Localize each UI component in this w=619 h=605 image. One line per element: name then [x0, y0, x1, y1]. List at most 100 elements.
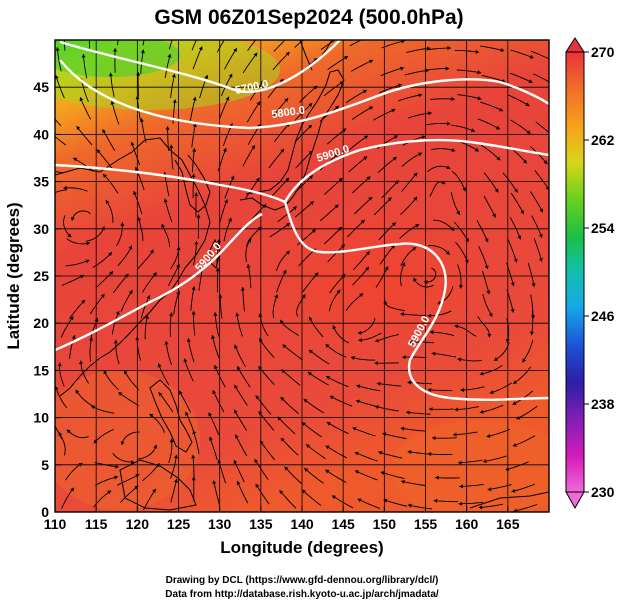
- streamline: [451, 124, 476, 132]
- streamline-arrow: [135, 95, 140, 100]
- streamline: [158, 391, 174, 413]
- streamline-arrow: [431, 351, 436, 356]
- streamline: [164, 53, 171, 79]
- streamline: [212, 390, 225, 413]
- streamline: [476, 220, 489, 243]
- streamline: [94, 462, 119, 468]
- streamline-arrow: [96, 149, 101, 154]
- streamline-arrow: [303, 399, 308, 403]
- coastline-newguinea: [469, 491, 549, 509]
- streamline: [66, 238, 91, 245]
- streamline-arrow: [257, 226, 262, 231]
- streamline: [325, 343, 347, 358]
- streamline-arrow: [427, 388, 432, 393]
- coastline-japan: [239, 69, 345, 211]
- streamline: [276, 269, 287, 293]
- streamline-arrow: [191, 286, 196, 291]
- streamline-arrow: [55, 75, 59, 79]
- streamline: [509, 72, 533, 84]
- streamline: [268, 148, 285, 169]
- streamline: [353, 251, 371, 270]
- streamline-arrow: [446, 165, 451, 170]
- streamline: [529, 191, 544, 213]
- streamline-arrow: [234, 409, 238, 414]
- streamline-arrow: [81, 299, 85, 304]
- streamline: [357, 318, 376, 334]
- streamline-arrow: [115, 464, 119, 469]
- streamline: [170, 73, 176, 99]
- streamline-arrow: [46, 106, 50, 110]
- streamline: [400, 427, 426, 432]
- streamline-arrow: [398, 83, 402, 88]
- streamline: [296, 294, 306, 317]
- streamline: [242, 286, 245, 312]
- streamline: [375, 334, 399, 342]
- streamline: [354, 196, 373, 215]
- streamline-arrow: [368, 35, 372, 39]
- streamline-arrow: [78, 463, 83, 467]
- streamline: [483, 195, 496, 218]
- streamline-arrow: [387, 197, 392, 202]
- streamline: [245, 177, 260, 199]
- streamline-arrow: [228, 217, 232, 222]
- streamline: [140, 118, 147, 143]
- streamline-arrow: [309, 349, 313, 354]
- streamline-arrow: [279, 490, 284, 495]
- streamline-arrow: [196, 214, 201, 218]
- streamline-arrow: [110, 101, 115, 105]
- streamline-arrow: [253, 52, 258, 57]
- streamline: [378, 222, 397, 241]
- streamline-arrow: [538, 257, 543, 262]
- streamline-arrow: [356, 384, 361, 389]
- streamline: [246, 101, 261, 123]
- streamline: [345, 89, 368, 104]
- colorbar: 270 262 254 246 238 230: [565, 37, 615, 510]
- streamline: [512, 435, 536, 447]
- streamline-arrow: [435, 475, 439, 480]
- streamline-arrow: [338, 227, 342, 231]
- streamline: [273, 122, 291, 143]
- streamline-arrow: [258, 313, 263, 317]
- streamline: [423, 267, 437, 283]
- streamline: [522, 340, 534, 363]
- streamline: [480, 45, 505, 52]
- streamline-arrow: [511, 488, 516, 493]
- streamline: [401, 172, 418, 192]
- streamline: [351, 176, 371, 194]
- streamline-arrow: [55, 47, 60, 51]
- streamline: [149, 413, 165, 433]
- streamline-arrow: [213, 312, 218, 316]
- streamline: [373, 108, 396, 121]
- streamline: [296, 228, 317, 246]
- streamline: [399, 223, 420, 240]
- streamline: [326, 421, 349, 435]
- streamline-arrow: [222, 148, 227, 152]
- streamline: [481, 270, 490, 295]
- streamline-arrow: [78, 360, 83, 365]
- streamline: [325, 445, 348, 459]
- streamline-arrow: [460, 387, 464, 392]
- streamline-arrow: [280, 437, 285, 442]
- streamline: [478, 246, 489, 270]
- streamline-arrow: [255, 483, 260, 488]
- streamline-arrow: [407, 450, 412, 455]
- streamline: [168, 438, 173, 464]
- streamline: [324, 177, 343, 195]
- x-tick-label: 130: [208, 516, 232, 532]
- streamline: [267, 78, 284, 99]
- streamline: [281, 369, 301, 386]
- streamline: [143, 488, 157, 511]
- streamline: [378, 451, 403, 459]
- coastline-asia: [55, 137, 211, 397]
- streamline: [187, 338, 195, 363]
- streamline-arrow: [516, 415, 521, 420]
- streamline-arrow: [215, 267, 220, 272]
- streamline-arrow: [108, 72, 113, 77]
- streamline: [379, 244, 396, 265]
- streamline: [82, 53, 88, 79]
- streamline-arrow: [109, 271, 114, 276]
- streamline: [376, 382, 402, 387]
- streamline: [63, 215, 72, 238]
- streamline: [407, 504, 433, 510]
- streamline: [208, 412, 220, 436]
